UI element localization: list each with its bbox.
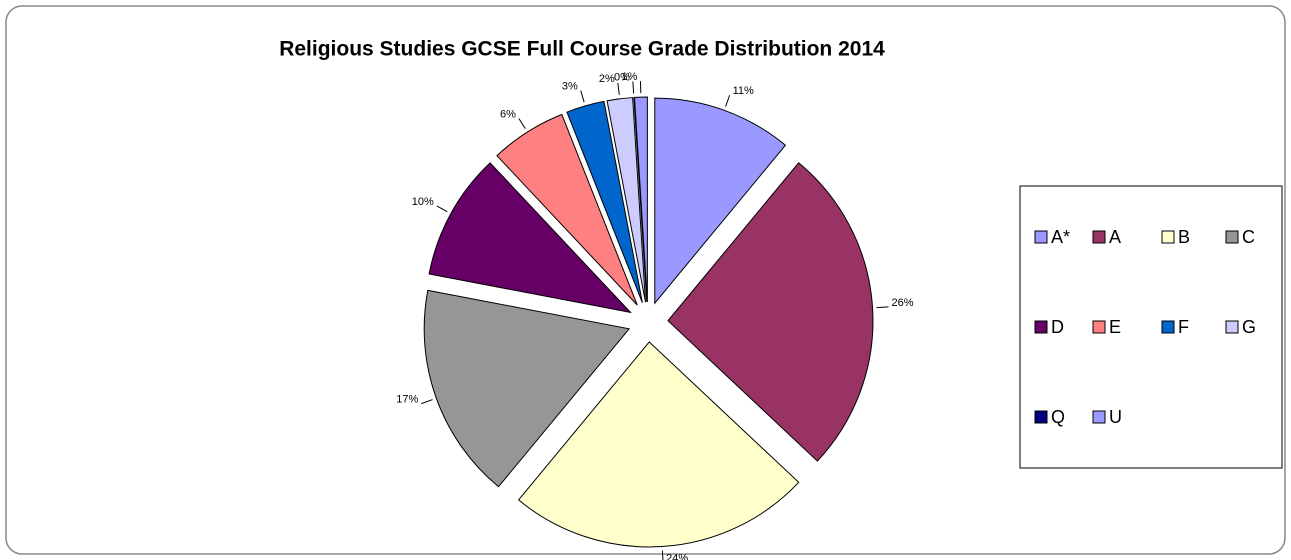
pie-slice <box>566 100 643 303</box>
leader-line <box>876 306 889 309</box>
data-label: 3% <box>562 80 578 92</box>
pie-slice <box>606 97 646 303</box>
legend-label: B <box>1178 227 1190 247</box>
legend-swatch <box>1034 230 1048 244</box>
legend-label: C <box>1242 227 1255 247</box>
legend-swatch <box>1225 230 1239 244</box>
pie-slice <box>423 289 631 488</box>
data-label: 17% <box>396 394 418 406</box>
leader-line <box>661 550 664 560</box>
leader-line <box>580 90 585 103</box>
leader-line <box>617 82 620 95</box>
chart-title: Religious Studies GCSE Full Course Grade… <box>279 38 885 61</box>
legend-swatch <box>1225 320 1239 334</box>
data-label: 6% <box>500 108 516 120</box>
pie-slice <box>633 96 648 303</box>
data-label: 11% <box>733 85 754 97</box>
legend-label: A <box>1109 227 1121 247</box>
legend-swatch <box>1161 230 1175 244</box>
legend-label: U <box>1109 407 1122 427</box>
legend-label: D <box>1051 317 1064 337</box>
legend-swatch <box>1092 230 1106 244</box>
data-label: 1% <box>622 71 638 83</box>
leader-line <box>632 81 635 94</box>
leader-line <box>725 95 731 107</box>
pie-slice <box>496 113 638 306</box>
legend-swatch <box>1092 410 1106 424</box>
legend-label: A* <box>1051 227 1070 247</box>
data-label: 26% <box>892 297 914 309</box>
legend-label: E <box>1109 317 1121 337</box>
legend-label: F <box>1178 317 1189 337</box>
data-label: 10% <box>412 196 434 208</box>
data-label: 0% <box>614 71 630 83</box>
pie-slice <box>654 97 787 305</box>
data-label: 2% <box>599 73 615 85</box>
legend-label: G <box>1242 317 1256 337</box>
legend-swatch <box>1092 320 1106 334</box>
pie-slice <box>428 162 632 314</box>
leader-line <box>421 399 433 405</box>
legend-swatch <box>1034 320 1048 334</box>
leader-line <box>518 118 526 129</box>
legend-swatch <box>1161 320 1175 334</box>
pie-slice <box>633 97 648 303</box>
pie-slice <box>667 162 874 462</box>
legend-label: Q <box>1051 407 1065 427</box>
leader-line <box>436 205 448 213</box>
legend-swatch <box>1034 410 1048 424</box>
pie-slice <box>517 341 800 548</box>
data-label: 24% <box>666 552 688 560</box>
